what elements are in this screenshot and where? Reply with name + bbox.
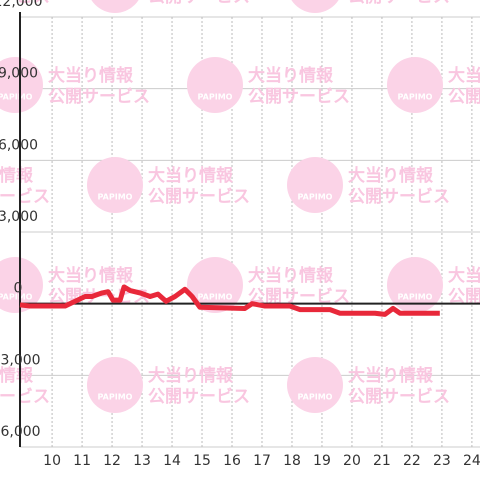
y-tick-label: 3,000 <box>0 209 38 225</box>
y-tick-label: -3,000 <box>0 352 41 368</box>
watermark-text: 大当り情報 <box>48 65 134 86</box>
data-line <box>19 284 440 317</box>
watermark-text: 大当り情報 <box>248 265 334 286</box>
watermark-text: 大当り情報 <box>348 365 434 386</box>
x-tick-label: 20 <box>343 453 361 469</box>
watermark-text: 公開サービス <box>0 187 50 207</box>
watermark-logo-text: PAPIMO <box>198 93 233 102</box>
watermark-logo <box>287 157 343 213</box>
y-tick-label: 6,000 <box>0 137 38 153</box>
x-tick-label: 15 <box>193 453 211 469</box>
watermark-text: 公開サービス <box>248 287 350 307</box>
watermark-logo-text: PAPIMO <box>298 393 333 402</box>
watermark-text: 大当り情報 <box>448 265 480 286</box>
watermark-text: 公開サービス <box>348 387 450 407</box>
watermark-text: 公開サービス <box>148 387 250 407</box>
watermark-text: 公開サービス <box>348 187 450 207</box>
y-tick-label: 9,000 <box>0 66 38 82</box>
watermark-logo <box>187 57 243 113</box>
watermark-logo-text: PAPIMO <box>298 193 333 202</box>
watermark-text: 大当り情報 <box>448 65 480 86</box>
x-tick-label: 13 <box>133 453 151 469</box>
watermark-text: 公開サービス <box>348 0 450 7</box>
y-tick-label: 12,000 <box>0 0 43 10</box>
x-tick-label: 24 <box>463 453 480 469</box>
x-tick-label: 21 <box>373 453 391 469</box>
watermark-text: 公開サービス <box>48 87 150 107</box>
watermark-text: 大当り情報 <box>48 265 134 286</box>
watermark-text: 大当り情報 <box>248 65 334 86</box>
watermark-logo <box>87 157 143 213</box>
watermark-logo-text: PAPIMO <box>298 0 333 2</box>
watermark-logo-text: PAPIMO <box>0 293 33 302</box>
y-tick-label: -6,000 <box>0 424 41 440</box>
watermark-logo <box>187 257 243 313</box>
x-tick-label: 10 <box>43 453 61 469</box>
watermark-logo <box>0 257 43 313</box>
x-tick-label: 14 <box>163 453 181 469</box>
watermark-logo-text: PAPIMO <box>198 293 233 302</box>
watermark-text: 大当り情報 <box>0 365 34 386</box>
watermark-logo-text: PAPIMO <box>98 0 133 2</box>
watermark-text: 大当り情報 <box>0 165 34 186</box>
watermark-text: 大当り情報 <box>148 165 234 186</box>
watermark-logo <box>387 57 443 113</box>
x-tick-label: 19 <box>313 453 331 469</box>
watermark-logo-text: PAPIMO <box>98 193 133 202</box>
watermark-text: 公開サービス <box>0 0 50 7</box>
watermark-logo <box>287 357 343 413</box>
watermark-text: 公開サービス <box>448 287 480 307</box>
watermark-logo <box>91 0 139 13</box>
watermark-logo <box>0 57 43 113</box>
watermark-logo-text: PAPIMO <box>398 293 433 302</box>
watermark-text: 大当り情報 <box>348 165 434 186</box>
watermark-logo <box>87 357 143 413</box>
watermark-text: 公開サービス <box>0 387 50 407</box>
watermark-logo-text: PAPIMO <box>0 93 33 102</box>
watermark-text: 公開サービス <box>148 0 250 7</box>
watermark-text: 公開サービス <box>248 87 350 107</box>
watermark-logo-text: PAPIMO <box>398 93 433 102</box>
y-tick-label: 0 <box>14 281 23 297</box>
x-tick-label: 11 <box>73 453 91 469</box>
watermark-logo <box>387 257 443 313</box>
x-tick-label: 16 <box>223 453 241 469</box>
x-tick-label: 22 <box>403 453 421 469</box>
x-tick-label: 23 <box>433 453 451 469</box>
x-tick-label: 18 <box>283 453 301 469</box>
x-tick-label: 17 <box>253 453 271 469</box>
watermark-text: 大当り情報 <box>148 365 234 386</box>
watermark-logo-text: PAPIMO <box>98 393 133 402</box>
x-tick-label: 12 <box>103 453 121 469</box>
watermark-logo <box>291 0 339 13</box>
watermark-text: 公開サービス <box>148 187 250 207</box>
watermark-text: 公開サービス <box>448 87 480 107</box>
